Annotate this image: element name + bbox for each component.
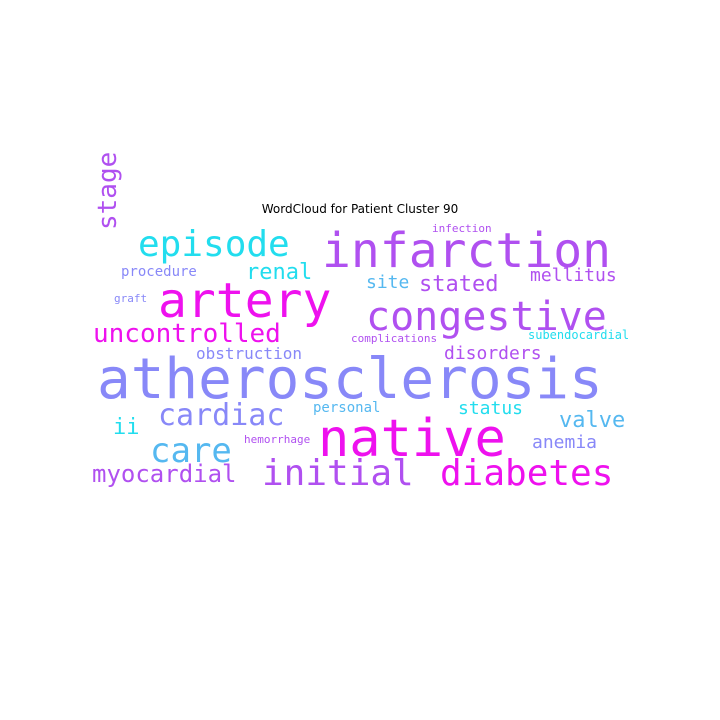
word-stage: stage [93, 152, 123, 230]
word-site: site [366, 272, 409, 293]
word-uncontrolled: uncontrolled [93, 319, 281, 349]
word-infection: infection [432, 222, 492, 235]
word-procedure: procedure [121, 264, 197, 280]
word-personal: personal [313, 400, 380, 416]
word-stated: stated [419, 272, 498, 297]
word-episode: episode [138, 224, 290, 265]
word-subendocardial: subendocardial [528, 328, 629, 342]
word-artery: artery [158, 273, 331, 329]
word-congestive: congestive [366, 294, 607, 340]
word-status: status [458, 398, 523, 419]
word-obstruction: obstruction [196, 344, 302, 363]
word-initial: initial [262, 453, 414, 494]
word-valve: valve [559, 408, 625, 433]
figure-title: WordCloud for Patient Cluster 90 [261, 202, 459, 216]
word-hemorrhage: hemorrhage [244, 433, 310, 446]
word-ii: ii [113, 415, 140, 440]
word-anemia: anemia [532, 432, 597, 453]
word-infarction: infarction [322, 223, 611, 279]
word-renal: renal [246, 260, 312, 285]
word-atherosclerosis: atherosclerosis [97, 347, 603, 412]
word-diabetes: diabetes [440, 453, 613, 494]
word-graft: graft [114, 292, 147, 305]
word-disorders: disorders [444, 343, 542, 364]
word-care: care [150, 431, 232, 471]
word-mellitus: mellitus [530, 265, 617, 286]
word-myocardial: myocardial [92, 460, 237, 488]
word-complications: complications [351, 332, 437, 345]
word-native: native [318, 409, 506, 469]
word-cardiac: cardiac [158, 398, 284, 433]
